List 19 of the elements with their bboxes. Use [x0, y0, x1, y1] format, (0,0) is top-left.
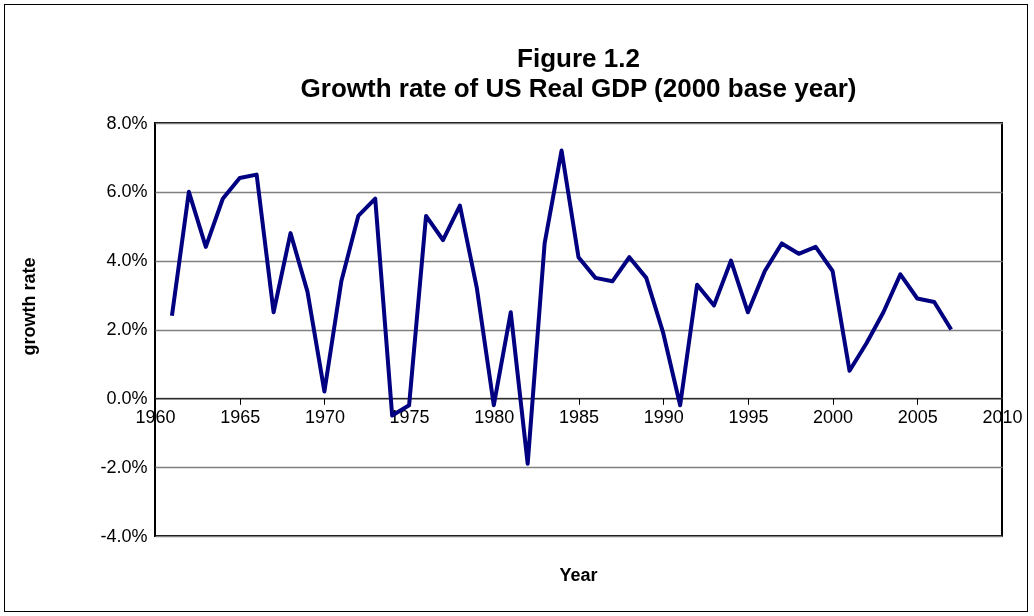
x-tick-label: 2000: [813, 406, 854, 427]
y-tick-label: -2.0%: [100, 456, 148, 477]
y-axis-title: growth rate: [19, 257, 39, 356]
y-tick-label: 8.0%: [106, 112, 148, 133]
y-tick-label: 0.0%: [106, 387, 148, 408]
x-tick-label: 1965: [220, 406, 261, 427]
x-tick-label: 1980: [474, 406, 515, 427]
x-tick-label: 1985: [558, 406, 600, 427]
x-tick-label: 2005: [897, 406, 938, 427]
x-tick-label: 1970: [304, 406, 345, 427]
y-tick-label: 2.0%: [106, 319, 148, 339]
y-tick-label: -4.0%: [100, 525, 148, 546]
chart-subtitle: Growth rate of US Real GDP (2000 base year): [300, 73, 857, 103]
chart-title: Figure 1.2: [517, 43, 640, 73]
y-tick-label: 6.0%: [106, 181, 148, 202]
x-tick-label: 1995: [728, 406, 769, 427]
y-tick-label: 4.0%: [106, 250, 148, 271]
x-axis-title: Year: [559, 565, 598, 585]
x-tick-label: 1990: [643, 406, 684, 427]
